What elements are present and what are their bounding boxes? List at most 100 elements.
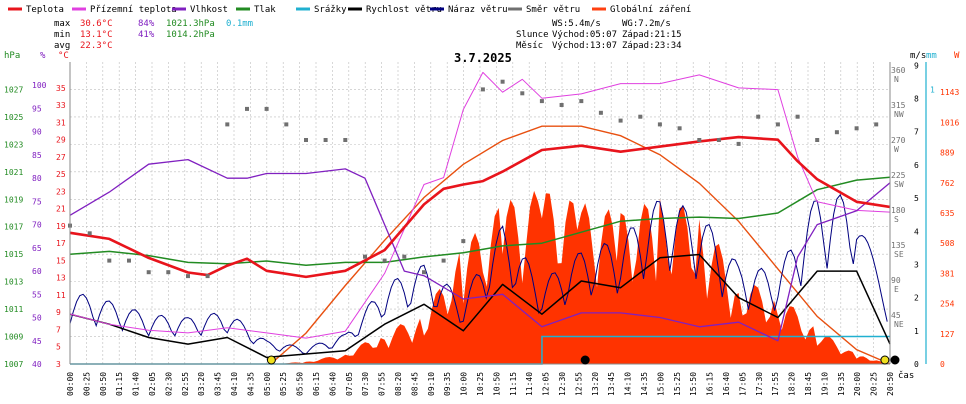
- tick-label-hpa: 1021: [4, 168, 23, 177]
- wind-direction-point: [461, 239, 466, 244]
- sunset-marker: [880, 355, 890, 365]
- tick-label-time: 07:30: [361, 372, 370, 396]
- wind-direction-point: [539, 99, 544, 104]
- tick-label-time: 05:50: [296, 372, 305, 396]
- wind-direction-point: [186, 274, 190, 279]
- tick-label-percent: 40: [32, 360, 42, 369]
- tick-label-hpa: 1023: [4, 140, 23, 149]
- tick-label-time: 07:05: [345, 372, 354, 396]
- tick-label-time: 15:25: [673, 372, 682, 396]
- wind-direction-point: [500, 79, 505, 84]
- tick-label-time: 17:05: [738, 372, 747, 396]
- tick-label-w: 381: [940, 269, 955, 278]
- axes-layer: hPa% °C1027102510231021101910171015101310…: [4, 51, 960, 396]
- tick-label-time: 01:15: [115, 372, 124, 396]
- stats-max-rain: 0.1mm: [226, 19, 253, 29]
- tick-label-hpa: 1009: [4, 333, 23, 342]
- wind-direction-point: [343, 138, 348, 142]
- tick-label-celsius: 19: [56, 222, 66, 231]
- tick-label-time: 18:20: [788, 372, 797, 396]
- tick-label-time: 14:35: [640, 372, 649, 396]
- tick-label-time: 13:45: [607, 372, 616, 396]
- legend-label: Tlak: [254, 5, 276, 15]
- wind-direction-point: [618, 118, 623, 123]
- axis-label-celsius: °C: [58, 51, 69, 61]
- wind-direction-point: [245, 106, 249, 111]
- tick-label-time: 02:55: [181, 372, 190, 396]
- tick-label-time: 08:45: [410, 372, 419, 396]
- tick-label-hpa: 1017: [4, 223, 23, 232]
- tick-label-direction: 270: [891, 136, 906, 145]
- tick-label-direction-name: W: [894, 145, 899, 154]
- tick-label-percent: 50: [32, 314, 42, 323]
- tick-label-ms: 2: [914, 294, 919, 303]
- tick-label-time: 04:35: [246, 372, 255, 396]
- tick-label-time: 16:15: [706, 372, 715, 396]
- tick-label-time: 11:40: [525, 372, 534, 396]
- tick-label-hpa: 1013: [4, 278, 23, 287]
- tick-label-celsius: 17: [56, 239, 66, 248]
- tick-label-time: 19:35: [837, 372, 846, 396]
- series-wind-gust: [69, 193, 888, 355]
- wind-direction-point: [677, 126, 682, 131]
- tick-label-time: 00:25: [82, 372, 91, 396]
- sunrise-marker: [266, 355, 276, 365]
- tick-label-time: 05:25: [279, 372, 288, 396]
- tick-label-mm: 1: [930, 85, 935, 94]
- wind-direction-point: [520, 91, 525, 96]
- wind-direction-point: [638, 114, 643, 119]
- tick-label-w: 127: [940, 330, 955, 339]
- legend-label: Směr větru: [526, 5, 580, 15]
- tick-label-time: 03:45: [214, 372, 223, 396]
- tick-label-celsius: 13: [56, 274, 66, 283]
- tick-label-time: 12:30: [558, 372, 567, 396]
- tick-label-direction: 180: [891, 206, 906, 215]
- stats-block: max 30.6°C 84% 1021.3hPa 0.1mm min 13.1°…: [54, 19, 253, 51]
- tick-label-direction-name: NW: [894, 110, 904, 119]
- wind-direction-point: [657, 122, 662, 127]
- tick-label-percent: 65: [32, 244, 42, 253]
- axis-label-percent: %: [40, 51, 46, 61]
- tick-label-time: 19:10: [820, 372, 829, 396]
- stats-min-press: 1014.2hPa: [166, 30, 215, 40]
- stats-max-label: max: [54, 19, 71, 29]
- stats-avg-temp: 22.3°C: [80, 41, 113, 51]
- wind-direction-point: [382, 258, 387, 263]
- tick-label-celsius: 33: [56, 101, 66, 110]
- moonset-marker: [890, 355, 900, 365]
- stats-max-hum: 84%: [138, 19, 155, 29]
- tick-label-hpa: 1011: [4, 305, 23, 314]
- tick-label-ms: 9: [914, 61, 919, 70]
- sun-rise: Východ:05:07: [552, 30, 617, 40]
- tick-label-direction-name: E: [894, 285, 899, 294]
- moon-set: Západ:23:34: [622, 41, 682, 51]
- tick-label-direction: 135: [891, 241, 906, 250]
- tick-label-w: 1143: [940, 88, 959, 97]
- wind-speed-info: WS:5.4m/s: [552, 19, 601, 29]
- tick-label-direction: 90: [891, 276, 901, 285]
- stats-min-label: min: [54, 30, 70, 40]
- wind-direction-point: [480, 87, 485, 92]
- tick-label-w: 0: [940, 360, 945, 369]
- tick-label-w: 889: [940, 149, 955, 158]
- tick-label-percent: 70: [32, 221, 42, 230]
- tick-label-direction: 225: [891, 171, 906, 180]
- tick-label-percent: 90: [32, 128, 42, 137]
- wind-direction-point: [304, 138, 308, 142]
- legend-label: Srážky: [314, 5, 347, 15]
- tick-label-direction: 45: [891, 311, 901, 320]
- legend-label: Rychlost větru: [366, 5, 442, 15]
- tick-label-time: 20:25: [870, 372, 879, 396]
- stats-min-hum: 41%: [138, 30, 155, 40]
- tick-label-ms: 0: [914, 360, 919, 369]
- tick-label-percent: 80: [32, 174, 42, 183]
- sun-moon-markers: [266, 355, 900, 365]
- tick-label-celsius: 5: [56, 343, 61, 352]
- tick-label-ms: 6: [914, 161, 919, 170]
- tick-label-percent: 100: [32, 81, 47, 90]
- wind-direction-point: [579, 99, 584, 104]
- wind-direction-point: [205, 274, 210, 279]
- tick-label-direction: 360: [891, 66, 906, 75]
- tick-label-direction-name: S: [894, 215, 899, 224]
